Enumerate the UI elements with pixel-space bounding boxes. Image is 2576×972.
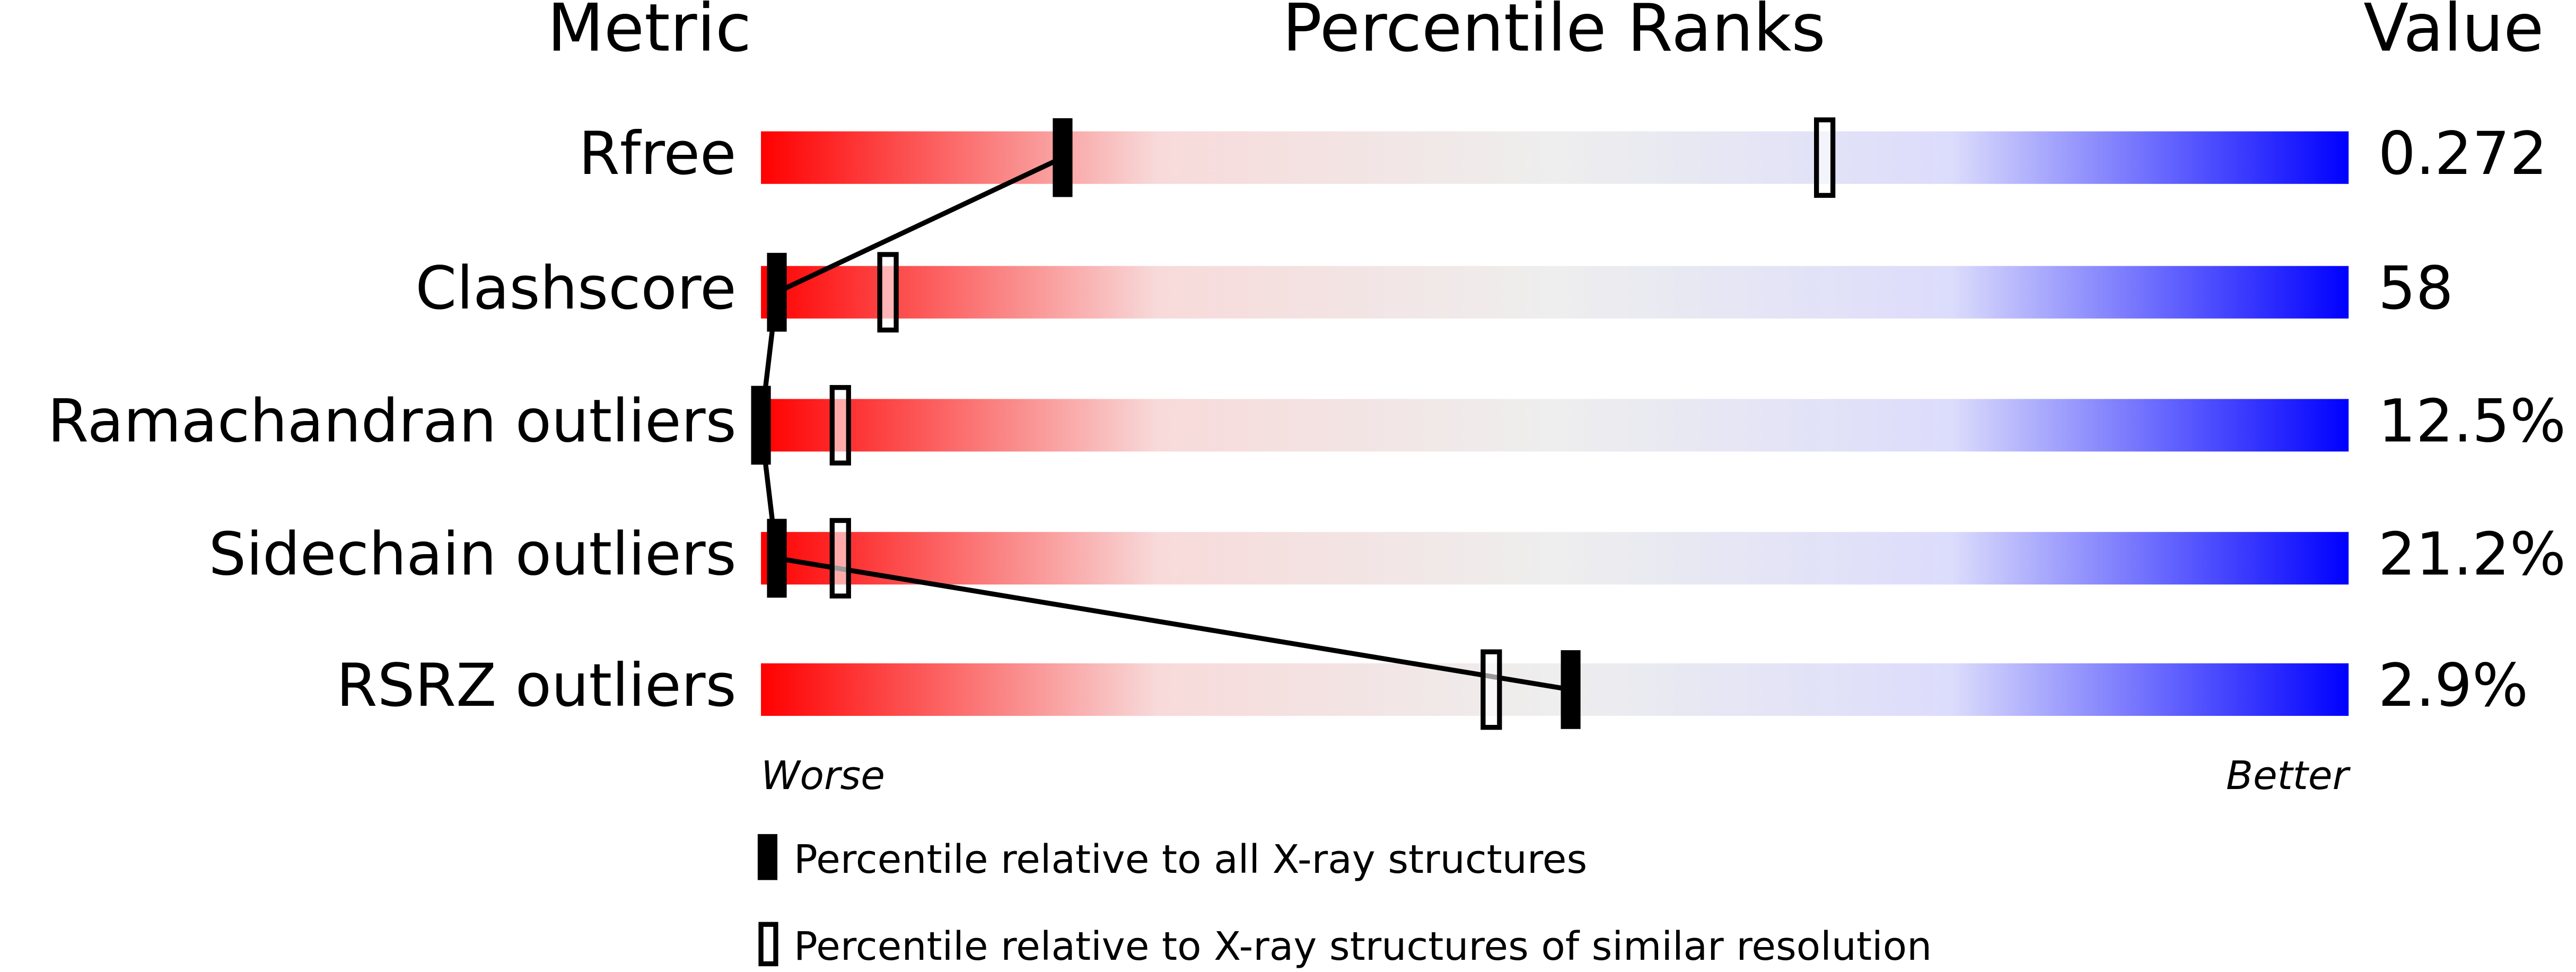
percentile-marker-similar bbox=[1814, 117, 1836, 198]
metric-label: Clashscore bbox=[415, 255, 736, 323]
percentile-bar bbox=[761, 266, 2349, 319]
percentile-bar bbox=[761, 399, 2349, 452]
legend-label: Percentile relative to all X-ray structu… bbox=[794, 836, 1587, 882]
metric-value: 12.5% bbox=[2378, 388, 2566, 456]
header-percentile: Percentile Ranks bbox=[1282, 0, 1825, 67]
header-value: Value bbox=[2363, 0, 2544, 67]
percentile-marker-all bbox=[767, 252, 787, 332]
metric-value: 2.9% bbox=[2378, 652, 2528, 720]
metric-value: 21.2% bbox=[2378, 520, 2566, 589]
metric-label: Ramachandran outliers bbox=[48, 388, 737, 456]
percentile-marker-similar bbox=[829, 385, 851, 466]
header-metric: Metric bbox=[547, 0, 751, 67]
percentile-marker-similar bbox=[1480, 649, 1502, 730]
percentile-bar bbox=[761, 131, 2349, 184]
percentile-bar bbox=[761, 532, 2349, 585]
percentile-marker-all bbox=[1561, 650, 1581, 729]
percentile-marker-similar bbox=[829, 518, 851, 599]
legend-swatch bbox=[757, 834, 778, 880]
percentile-marker-all bbox=[751, 386, 771, 465]
legend-label: Percentile relative to X-ray structures … bbox=[794, 923, 1932, 969]
metric-label: Sidechain outliers bbox=[208, 520, 736, 589]
percentile-marker-all bbox=[1053, 118, 1073, 197]
worse-label: Worse bbox=[761, 752, 885, 799]
percentile-marker-all bbox=[767, 519, 787, 598]
metric-label: RSRZ outliers bbox=[336, 652, 736, 720]
percentile-marker-similar bbox=[877, 252, 899, 332]
metric-value: 0.272 bbox=[2378, 120, 2547, 188]
legend-swatch bbox=[758, 922, 778, 967]
metric-value: 58 bbox=[2378, 255, 2454, 323]
metric-label: Rfree bbox=[579, 120, 736, 188]
better-label: Better bbox=[2226, 752, 2351, 799]
percentile-bar bbox=[761, 663, 2349, 716]
